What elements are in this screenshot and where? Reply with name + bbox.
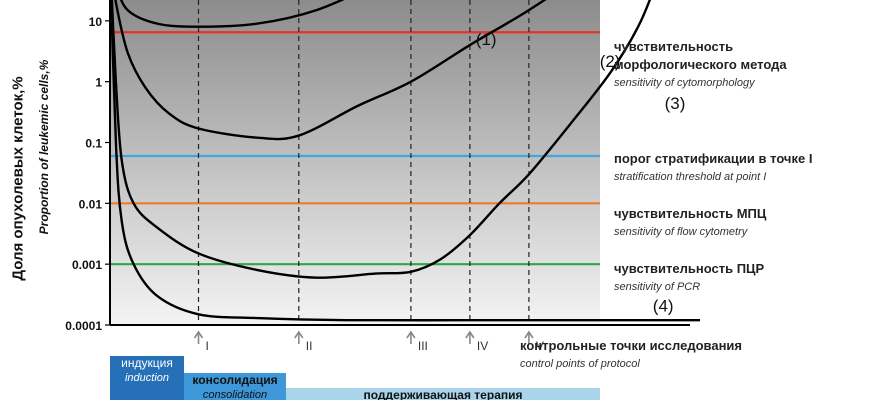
control-point-arrow-3 [406,330,416,344]
phase-consolidation: консолидация consolidation [184,373,286,401]
y-tick-label-5: 0.001 [72,258,102,272]
series-label-1: (1) [476,30,497,49]
y-axis-label-en: Proportion of leukemic cells,% [37,59,51,235]
control-point-arrow-5 [524,330,534,344]
annotation-cytomorphology: чувствительность морфологического метода… [614,38,814,92]
y-axis-label: Доля опухолевых клеток,% [9,76,27,281]
series-line-1 [119,0,345,28]
series-label-3: (3) [665,94,686,113]
series-line-2 [114,0,547,141]
annotation-flow-cytometry-label: чувствительность МПЦ [614,206,767,221]
annotation-pcr-label-en: sensitivity of PCR [614,281,701,293]
series-line-4 [110,0,700,322]
control-point-label-3: III [418,339,428,353]
x-axis-label-en: control points of protocol [520,358,640,370]
series-line-3 [110,0,652,279]
annotation-cytomorphology-label-en: sensitivity of cytomorphology [614,77,755,89]
phase-induction-label-en: induction [124,372,170,384]
y-tick-label-3: 0.1 [85,137,102,151]
plot-background [110,0,600,325]
y-tick-label-6: 0.0001 [65,319,102,333]
annotation-stratification: порог стратификации в точке I stratifica… [614,150,812,186]
y-tick-label-2: 1 [95,76,102,90]
phase-induction-label: индукция [121,356,173,370]
phase-consolidation-label: консолидация [192,373,278,387]
series-label-2: (2) [600,52,621,71]
control-point-label-2: II [306,339,313,353]
control-point-label-5: V [536,339,544,353]
control-point-label-4: IV [477,339,488,353]
x-axis-label: контрольные точки исследования [520,338,743,353]
control-point-arrow-2 [294,330,304,344]
control-point-arrow-4 [465,330,475,344]
annotation-flow-cytometry: чувствительность МПЦ sensitivity of flow… [614,205,766,241]
x-axis-caption: контрольные точки исследования control p… [520,337,742,373]
annotation-stratification-label-en: stratification threshold at point I [614,171,767,183]
annotation-cytomorphology-label: чувствительность морфологического метода [614,39,787,72]
annotation-pcr: чувствительность ПЦР sensitivity of PCR [614,260,764,296]
phase-maintenance-label: поддерживающая терапия [363,388,523,400]
phase-consolidation-label-en: consolidation [202,389,268,401]
annotation-flow-cytometry-label-en: sensitivity of flow cytometry [614,226,748,238]
y-tick-label-1: 10 [89,15,103,29]
annotation-stratification-label: порог стратификации в точке I [614,151,813,166]
control-point-label-1: I [206,339,209,353]
phase-maintenance: поддерживающая терапия [286,388,600,400]
annotation-pcr-label: чувствительность ПЦР [614,261,765,276]
series-label-4: (4) [653,296,674,315]
y-tick-label-4: 0.01 [79,197,103,211]
control-point-arrow-1 [193,330,204,344]
phase-induction: индукция induction [110,356,184,400]
